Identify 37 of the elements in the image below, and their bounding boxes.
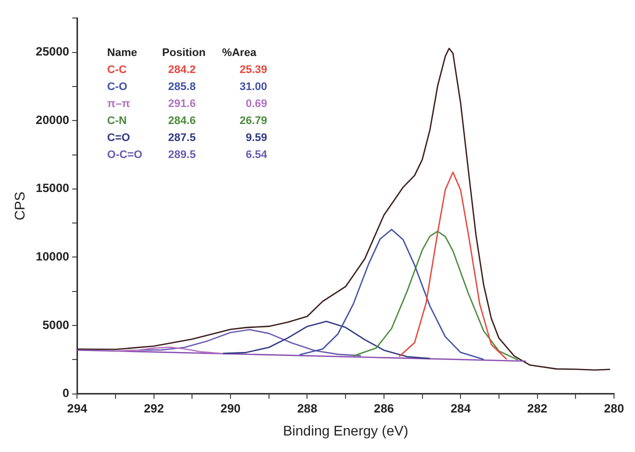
x-tick-label: 294 bbox=[67, 401, 88, 416]
annotation: 9.59 bbox=[246, 132, 268, 144]
text: C-O bbox=[107, 81, 128, 94]
text: O-C=O bbox=[107, 149, 143, 162]
text: C-N bbox=[107, 115, 127, 128]
annotation: 26.79 bbox=[240, 115, 268, 128]
x-tick-label: 282 bbox=[527, 401, 548, 416]
annotation: 285.8 bbox=[168, 81, 196, 94]
annotation: 6.54 bbox=[246, 149, 268, 162]
x-tick-label: 290 bbox=[220, 401, 241, 416]
y-tick-label: 10000 bbox=[36, 250, 70, 264]
y-tick-label: 0 bbox=[62, 386, 70, 400]
y-axis-title: CPS bbox=[11, 192, 28, 220]
annotation: %Area bbox=[222, 47, 258, 60]
y-tick-label: 15000 bbox=[36, 181, 70, 196]
annotation: Name bbox=[107, 47, 138, 60]
y-tick-label: 25000 bbox=[36, 44, 70, 59]
annotation: 284.2 bbox=[168, 64, 196, 76]
x-tick-label: 280 bbox=[604, 401, 624, 416]
annotation: 0.69 bbox=[246, 98, 268, 110]
y-tick-label: 20000 bbox=[36, 112, 70, 127]
annotation: 284.6 bbox=[168, 115, 196, 128]
y-tick-label: 5000 bbox=[42, 318, 70, 332]
annotation: 287.5 bbox=[168, 132, 196, 144]
annotation: Position bbox=[162, 47, 206, 60]
x-axis-title: Binding Energy (eV) bbox=[282, 422, 408, 438]
text: π–π bbox=[107, 98, 131, 110]
x-tick-label: 284 bbox=[450, 401, 471, 416]
x-tick-label: 286 bbox=[374, 401, 394, 416]
x-tick-label: 288 bbox=[297, 401, 318, 416]
text: C=O bbox=[107, 132, 131, 144]
annotation: 289.5 bbox=[168, 149, 196, 162]
text: C-C bbox=[107, 64, 127, 76]
x-tick-label: 292 bbox=[144, 401, 164, 416]
annotation: 31.00 bbox=[240, 81, 268, 94]
annotation: 25.39 bbox=[240, 64, 268, 76]
annotation: 291.6 bbox=[168, 98, 196, 110]
